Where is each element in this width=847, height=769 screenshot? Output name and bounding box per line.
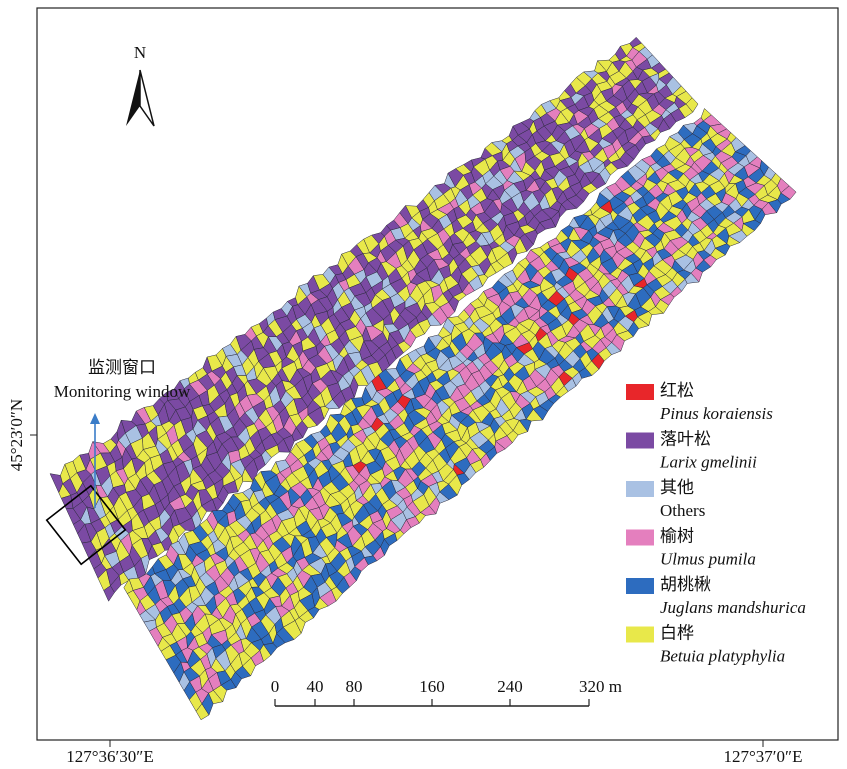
legend-swatch	[626, 627, 654, 643]
map-figure: N 监测窗口 Monitoring window 45°23′0″N 127°3…	[0, 0, 847, 769]
scale-label: 240	[497, 677, 523, 696]
legend-latin: Others	[660, 501, 705, 520]
legend-zh: 红松	[660, 381, 694, 400]
legend-latin: Pinus koraiensis	[659, 404, 773, 423]
x-label: 127°37′0″E	[724, 747, 803, 766]
scale-label: 160	[419, 677, 445, 696]
legend-latin: Ulmus pumila	[660, 549, 756, 568]
legend-swatch	[626, 481, 654, 497]
legend-swatch	[626, 530, 654, 546]
scale-label: 320 m	[579, 677, 622, 696]
legend-zh: 白桦	[660, 623, 694, 642]
legend-zh: 榆树	[660, 526, 694, 545]
y-label: 45°23′0″N	[7, 399, 26, 471]
legend-swatch	[626, 384, 654, 400]
north-arrow-left	[126, 70, 140, 126]
scale-bar: 0 40 80 160 240 320 m	[271, 677, 622, 706]
legend-swatch	[626, 433, 654, 449]
scale-label: 0	[271, 677, 280, 696]
annotation-zh: 监测窗口	[88, 358, 156, 377]
north-arrow-right	[140, 70, 154, 126]
scale-label: 80	[346, 677, 363, 696]
forest-stands	[50, 37, 796, 720]
legend-latin: Larix gmelinii	[659, 452, 757, 471]
legend-zh: 胡桃楸	[660, 575, 711, 594]
north-label: N	[134, 43, 146, 62]
legend-zh: 落叶松	[660, 429, 711, 448]
legend: 红松 Pinus koraiensis 落叶松 Larix gmelinii 其他 Oth…	[626, 381, 806, 666]
legend-latin: Juglans mandshurica	[660, 598, 806, 617]
annotation-en: Monitoring window	[54, 382, 191, 401]
scale-label: 40	[307, 677, 324, 696]
legend-zh: 其他	[660, 478, 694, 497]
legend-latin: Betuia platyphylia	[660, 646, 785, 665]
x-label: 127°36′30″E	[66, 747, 153, 766]
legend-swatch	[626, 578, 654, 594]
annotation-arrow-head	[90, 413, 100, 424]
